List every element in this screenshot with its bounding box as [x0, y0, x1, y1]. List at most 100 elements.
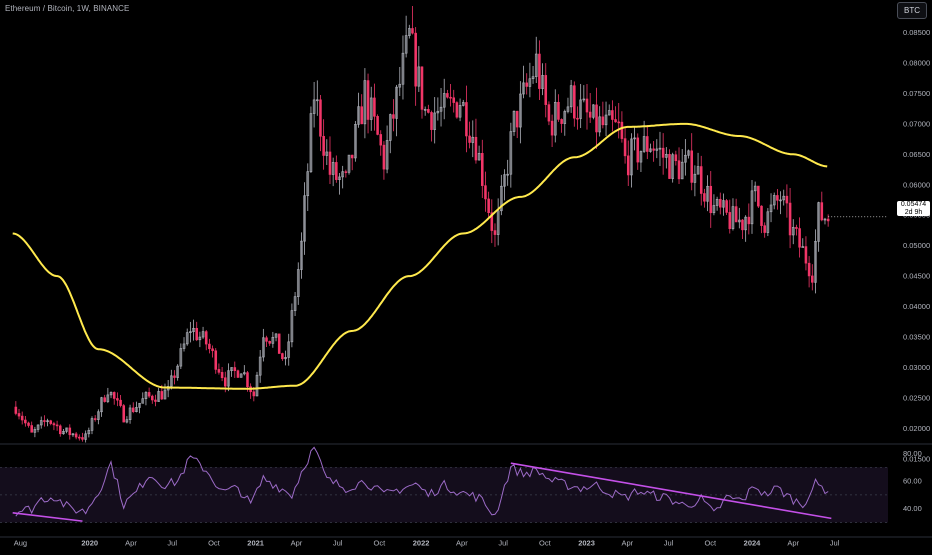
candle-down [246, 372, 249, 388]
candle-up [388, 114, 392, 141]
candle-up [198, 336, 202, 341]
candle-up [417, 66, 421, 87]
candle-down [776, 195, 779, 201]
candle-up [90, 418, 94, 431]
candle-up [144, 392, 148, 399]
candle-up [750, 190, 754, 225]
candle-down [204, 331, 208, 345]
candle-down [760, 205, 763, 226]
rsi-tick-label: 40.00 [903, 504, 922, 513]
currency-badge-button[interactable]: BTC [897, 2, 927, 19]
candle-up [592, 104, 595, 118]
candle-up [39, 420, 43, 426]
candle-up [712, 205, 716, 214]
y-tick-label: 0.06000 [903, 180, 930, 189]
candle-up [395, 86, 398, 119]
candle-up [100, 397, 103, 413]
candle-down [538, 53, 541, 89]
y-tick-label: 0.02000 [903, 424, 930, 433]
candle-down [360, 106, 363, 125]
candle-up [496, 210, 500, 235]
x-tick-label: Oct [374, 539, 387, 548]
candle-up [201, 331, 205, 338]
candle-up [753, 185, 757, 192]
candle-up [433, 112, 436, 130]
candle-down [718, 198, 722, 208]
candle-down [154, 399, 157, 402]
candle-up [398, 83, 402, 88]
candle-up [179, 348, 183, 367]
candle-down [93, 418, 97, 420]
candle-down [481, 153, 484, 186]
candle-down [557, 101, 560, 120]
candle-down [376, 116, 379, 135]
candle-down [268, 341, 271, 344]
candle-up [325, 151, 329, 156]
candle-up [782, 195, 786, 201]
candle-up [566, 106, 570, 112]
candle-up [722, 200, 725, 208]
candle-up [404, 35, 408, 54]
candle-down [826, 218, 830, 222]
x-tick-label: Jul [333, 539, 343, 548]
candle-down [490, 212, 494, 231]
candle-down [734, 206, 738, 223]
candle-down [281, 353, 284, 360]
candle-up [693, 173, 697, 183]
candle-up [176, 365, 179, 378]
candle-down [620, 121, 624, 139]
candle-up [541, 75, 544, 89]
candle-up [125, 419, 129, 423]
candle-up [338, 176, 341, 180]
candle-up [300, 240, 303, 270]
x-tick-label: Oct [539, 539, 552, 548]
candle-up [255, 374, 259, 397]
candle-down [747, 216, 751, 225]
candle-down [493, 230, 497, 235]
candle-down [208, 343, 211, 350]
candle-down [252, 391, 256, 397]
candle-up [170, 375, 173, 387]
candle-up [138, 402, 141, 408]
candle-up [128, 407, 132, 420]
candle-up [512, 110, 516, 132]
candle-up [243, 372, 246, 375]
candle-down [382, 144, 386, 170]
candle-up [582, 98, 586, 101]
candle-up [553, 101, 557, 136]
candle-down [795, 227, 798, 229]
candle-up [274, 333, 278, 338]
y-tick-label: 0.07000 [903, 119, 930, 128]
candle-down [420, 66, 424, 110]
candle-up [303, 195, 306, 242]
candle-up [357, 106, 360, 125]
candle-up [84, 433, 87, 440]
moving-average-line [12, 122, 828, 390]
y-tick-label: 0.04500 [903, 272, 930, 281]
candle-down [617, 121, 621, 124]
candle-down [214, 350, 218, 370]
candle-up [341, 171, 344, 178]
candle-up [262, 337, 265, 358]
candle-down [699, 166, 703, 194]
y-tick-label: 0.04000 [903, 302, 930, 311]
candle-up [779, 199, 782, 202]
candle-up [658, 147, 662, 150]
candle-up [316, 99, 319, 102]
candle-up [744, 216, 747, 231]
candle-up [598, 116, 601, 133]
rsi-trendline[interactable] [510, 462, 832, 520]
candle-up [528, 78, 532, 87]
candle-up [519, 93, 522, 128]
candle-up [62, 431, 65, 435]
rsi-tick-label: 60.00 [903, 477, 922, 486]
candle-up [354, 124, 357, 159]
candle-down [798, 228, 801, 248]
candle-up [579, 99, 582, 119]
candle-down [515, 110, 519, 128]
candle-up [106, 394, 110, 402]
x-tick-label: Apr [456, 539, 468, 548]
rsi-trendline[interactable] [12, 512, 83, 522]
